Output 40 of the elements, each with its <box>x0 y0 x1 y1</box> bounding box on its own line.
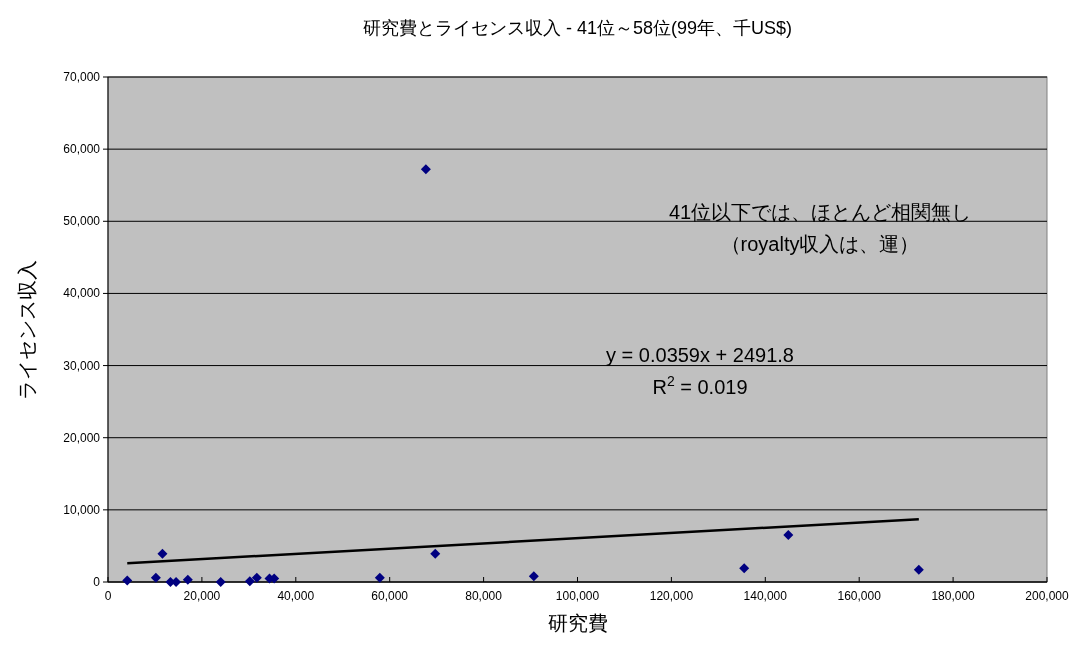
y-tick-label: 30,000 <box>63 358 101 373</box>
point <box>739 563 750 574</box>
x-tick-label: 20,000 <box>183 589 221 603</box>
y-tick-label: 70,000 <box>63 70 101 84</box>
x-tick-label: 160,000 <box>837 589 882 603</box>
point <box>122 575 133 586</box>
x-tick-label: 180,000 <box>931 589 976 603</box>
x-tick-label: 80,000 <box>465 589 503 603</box>
x-tick-label: 40,000 <box>277 589 315 603</box>
x-tick-label: 200,000 <box>1025 589 1070 603</box>
point <box>251 572 262 583</box>
annotation: （royalty収入は、運） <box>720 233 920 255</box>
y-tick-label: 40,000 <box>63 286 101 301</box>
x-tick-label: 60,000 <box>371 589 409 603</box>
x-tick-label: 120,000 <box>649 589 694 603</box>
point <box>783 530 794 541</box>
x-tick-label: 140,000 <box>743 589 788 603</box>
point <box>528 571 539 582</box>
point <box>420 164 431 175</box>
point <box>157 548 168 559</box>
point <box>244 576 255 587</box>
point <box>182 574 193 585</box>
annotation: R$^{2}$ = 0.019 <box>652 373 748 398</box>
y-tick-label: 0 <box>93 575 101 589</box>
chart-title: 研究費とライセンス収入 - 41位～58位(99年、千US$) <box>362 18 793 38</box>
point <box>374 572 385 583</box>
x-axis-title: 研究費 <box>547 612 608 634</box>
y-tick-label: 60,000 <box>63 142 101 157</box>
y-axis-title: ライセンス収入 <box>16 259 38 400</box>
point <box>215 577 226 587</box>
annotation: 41位以下では、ほとんど相関無し <box>668 201 972 223</box>
y-tick-label: 10,000 <box>63 502 101 517</box>
annotation: y = 0.0359x + 2491.8 <box>606 344 794 366</box>
y-tick-label: 50,000 <box>63 214 101 229</box>
point <box>913 564 924 575</box>
point <box>150 572 161 583</box>
point <box>430 548 441 559</box>
y-tick-label: 20,000 <box>63 430 101 445</box>
x-tick-label: 0 <box>104 589 112 603</box>
x-tick-label: 100,000 <box>555 589 600 603</box>
